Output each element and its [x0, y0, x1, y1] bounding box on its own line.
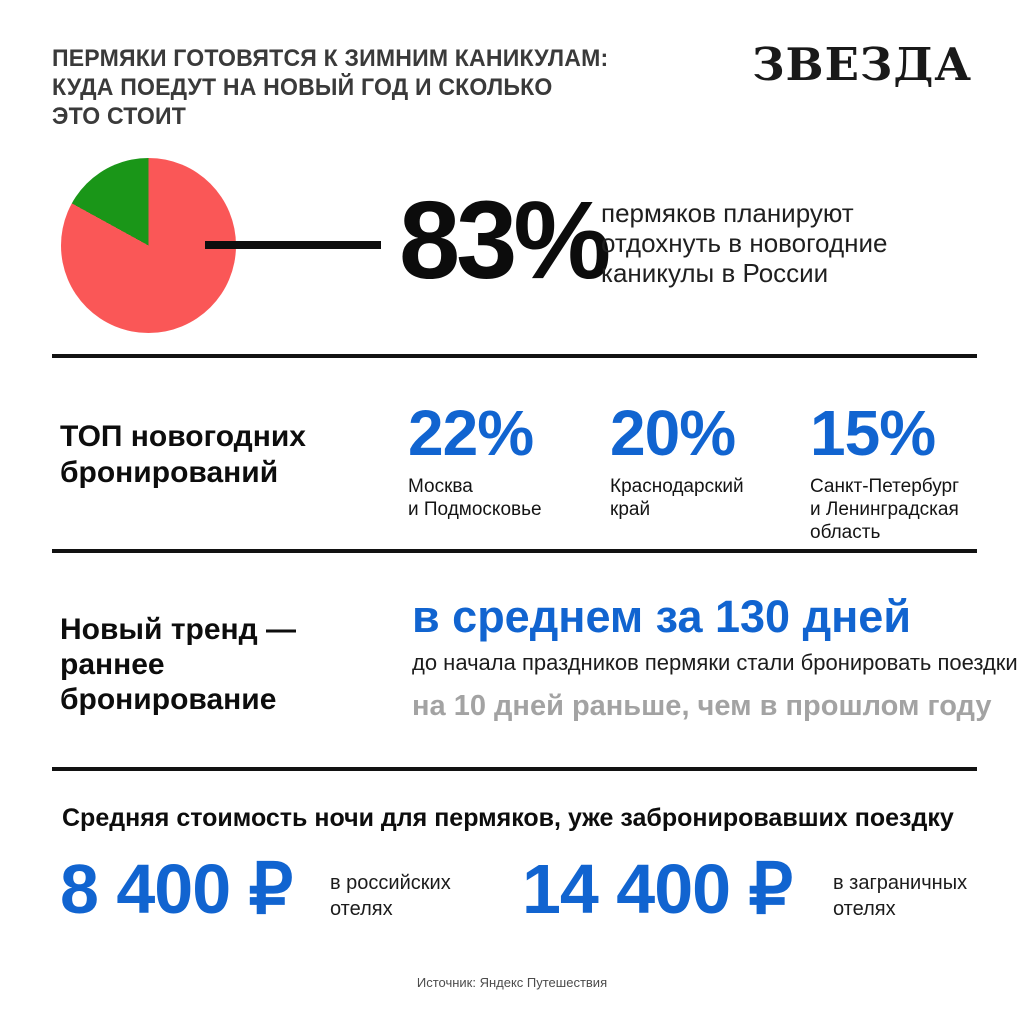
hero-description-line: каникулы в России [601, 258, 829, 288]
booking-item-krasnodar: 20% Краснодарский край [610, 401, 744, 521]
page-title-line: ПЕРМЯКИ ГОТОВЯТСЯ К ЗИМНИМ КАНИКУЛАМ: [52, 45, 609, 72]
page-title-line: КУДА ПОЕДУТ НА НОВЫЙ ГОД И СКОЛЬКО [52, 74, 553, 101]
section-divider-2 [52, 549, 977, 553]
price-value-russia: 8 400 ₽ [60, 850, 293, 928]
hero-percentage: 83% [399, 179, 611, 302]
booking-label: Санкт-Петербург и Ленинградская область [810, 476, 960, 543]
trend-highlight: в среднем за 130 дней [412, 591, 911, 642]
trend-subtext: до начала праздников пермяки стали брони… [412, 650, 1018, 675]
hero-description-line: пермяков планируют [601, 198, 854, 228]
page-title-line: ЭТО СТОИТ [52, 103, 187, 130]
booking-percentage: 20% [610, 397, 736, 469]
booking-label: Москва и Подмосковье [408, 476, 542, 520]
prices-heading: Средняя стоимость ночи для пермяков, уже… [62, 804, 954, 832]
trend-note: на 10 дней раньше, чем в прошлом году [412, 690, 992, 722]
section-divider-1 [52, 354, 977, 358]
source-note: Источник: Яндекс Путешествия [416, 975, 608, 990]
section-divider-3 [52, 767, 977, 771]
trend-heading-line: раннее [60, 648, 165, 681]
booking-label: Краснодарский край [610, 476, 744, 520]
pie-callout-line [205, 241, 381, 249]
booking-percentage: 15% [810, 397, 936, 469]
bookings-heading-line: бронирований [60, 456, 279, 489]
bookings-heading-line: ТОП новогодних [60, 420, 306, 453]
bookings-heading: ТОП новогодних бронирований [60, 419, 306, 491]
price-label-russia: в российских отелях [330, 872, 451, 920]
zvezda-logo: ЗВЕЗДА [752, 38, 972, 91]
trend-heading: Новый тренд — раннее бронирование [60, 612, 296, 717]
booking-percentage: 22% [408, 397, 534, 469]
trend-heading-line: бронирование [60, 683, 277, 716]
booking-item-moscow: 22% Москва и Подмосковье [408, 401, 542, 521]
price-value-abroad: 14 400 ₽ [522, 850, 793, 928]
hero-description: пермяков планируют отдохнуть в новогодни… [601, 198, 887, 288]
trend-heading-line: Новый тренд — [60, 613, 297, 646]
price-label-abroad: в заграничных отелях [833, 872, 968, 920]
booking-item-spb: 15% Санкт-Петербург и Ленинградская обла… [810, 401, 959, 544]
hero-description-line: отдохнуть в новогодние [601, 228, 888, 258]
page-title: ПЕРМЯКИ ГОТОВЯТСЯ К ЗИМНИМ КАНИКУЛАМ: КУ… [52, 44, 743, 131]
